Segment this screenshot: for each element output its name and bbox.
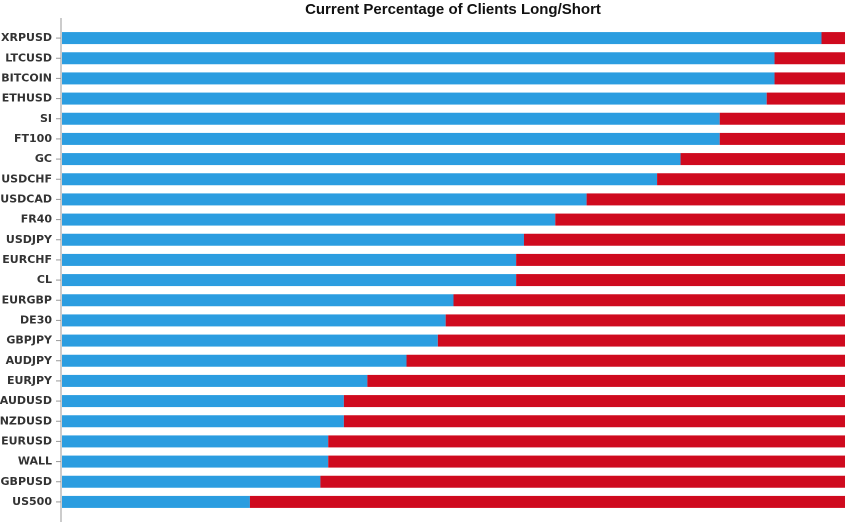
bar-segment: [62, 374, 368, 387]
bar-segment: [406, 354, 845, 367]
bar-segment: [523, 233, 845, 246]
y-tick-label: USDCAD: [0, 192, 52, 205]
bar-segment: [774, 52, 845, 65]
bar-segment: [320, 475, 845, 488]
y-tick-label: GBPJPY: [6, 334, 53, 347]
bar-segment: [774, 72, 845, 85]
y-tick-label: FR40: [21, 213, 53, 226]
bar-segment: [62, 314, 446, 327]
bar-segment: [62, 72, 775, 85]
bar-segment: [657, 173, 845, 186]
y-tick-label: CL: [37, 273, 52, 286]
bar-segment: [62, 334, 438, 347]
y-tick-label: ETHUSD: [2, 92, 52, 105]
bar-segment: [343, 415, 845, 428]
bar-segment: [445, 314, 845, 327]
y-tick-label: EURCHF: [2, 253, 52, 266]
bar-segment: [453, 294, 845, 307]
bar-segment: [328, 435, 846, 448]
bar-segment: [821, 32, 845, 45]
bar-segment: [586, 193, 845, 206]
bar-segment: [719, 112, 845, 125]
bar-segment: [719, 132, 845, 145]
y-tick-label: AUDUSD: [0, 394, 52, 407]
bar-segment: [62, 395, 344, 408]
y-tick-label: FT100: [14, 132, 52, 145]
bar-segment: [766, 92, 845, 105]
bar-segment: [62, 354, 407, 367]
y-tick-label: EURJPY: [7, 374, 53, 387]
bar-segment: [555, 213, 845, 226]
y-tick-label: NZDUSD: [0, 414, 52, 427]
bar-segment: [62, 253, 517, 266]
bar-segment: [62, 92, 767, 105]
y-tick-label: USDCHF: [1, 172, 52, 185]
bar-segment: [62, 274, 517, 287]
bar-segment: [249, 495, 846, 508]
y-tick-label: EURUSD: [1, 434, 52, 447]
y-tick-label: WALL: [18, 455, 52, 468]
bar-segment: [62, 213, 556, 226]
y-tick-label: GBPUSD: [1, 475, 52, 488]
chart-title: Current Percentage of Clients Long/Short: [305, 1, 601, 18]
bar-segment: [62, 193, 587, 206]
bar-segment: [328, 455, 846, 468]
y-tick-label: DE30: [20, 313, 52, 326]
y-tick-label: USDJPY: [6, 233, 53, 246]
bar-segment: [367, 374, 845, 387]
y-tick-label: BITCOIN: [1, 71, 52, 84]
bar-segment: [437, 334, 845, 347]
bar-segment: [62, 153, 681, 166]
y-tick-label: LTCUSD: [5, 51, 52, 64]
bar-segment: [62, 32, 822, 45]
bar-segment: [516, 253, 845, 266]
bar-segment: [62, 294, 454, 307]
y-tick-label: GC: [35, 152, 52, 165]
bar-segment: [680, 153, 845, 166]
bar-segment: [62, 455, 329, 468]
y-tick-label: EURGBP: [2, 293, 52, 306]
bar-segment: [62, 173, 658, 186]
y-tick-label: SI: [40, 112, 52, 125]
bar-segment: [62, 495, 250, 508]
bar-segment: [62, 233, 524, 246]
bar-segment: [62, 112, 720, 125]
y-tick-label: US500: [12, 495, 52, 508]
bar-segment: [62, 415, 344, 428]
y-tick-label: AUDJPY: [6, 354, 53, 367]
bar-segment: [516, 274, 845, 287]
bar-segment: [62, 475, 321, 488]
bar-segment: [62, 52, 775, 65]
bar-segment: [62, 132, 720, 145]
y-tick-label: XRPUSD: [1, 31, 52, 44]
bar-segment: [343, 395, 845, 408]
bar-segment: [62, 435, 329, 448]
